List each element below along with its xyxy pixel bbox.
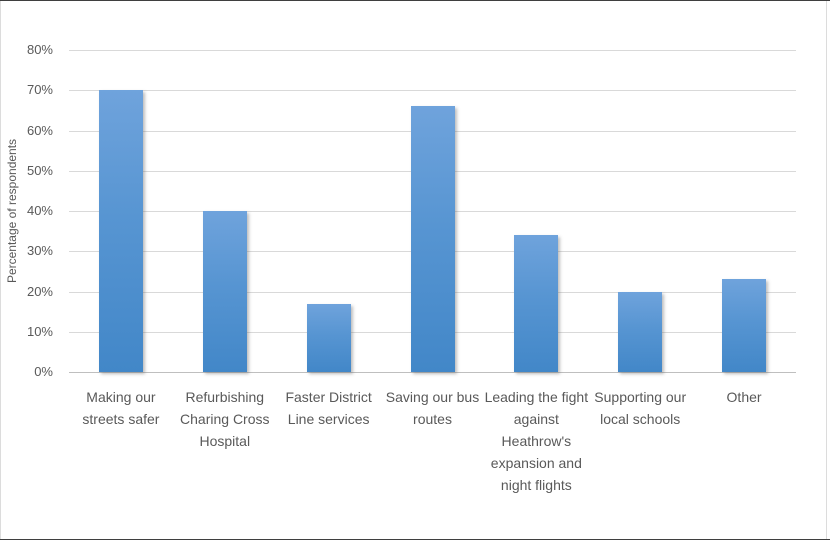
bar <box>514 235 559 372</box>
bar <box>98 90 143 372</box>
y-tick-label: 10% <box>26 323 53 339</box>
y-tick-label: 80% <box>26 42 53 57</box>
bar <box>722 279 767 372</box>
x-axis-line <box>69 372 796 373</box>
y-tick-label: 0% <box>34 364 53 379</box>
y-tick-label: 50% <box>26 162 53 178</box>
gridline <box>69 50 796 51</box>
y-tick-label: 30% <box>26 243 53 259</box>
bar <box>410 106 455 372</box>
plot-area <box>69 50 796 373</box>
gridline <box>69 90 796 92</box>
y-tick-label: 40% <box>26 203 53 218</box>
bar <box>618 291 663 372</box>
bar <box>306 303 351 372</box>
y-tick-label: 60% <box>26 122 53 138</box>
category-label: Leading the fight against Heathrow's exp… <box>484 389 589 493</box>
category-label: Making our streets safer <box>82 389 160 427</box>
category-label: Other <box>726 389 762 405</box>
y-tick-label: 70% <box>26 82 53 98</box>
category-label: Saving our bus routes <box>385 389 480 427</box>
category-label: Supporting our local schools <box>594 389 687 427</box>
category-label: Refurbishing Charing Cross Hospital <box>180 389 270 449</box>
category-label: Faster District Line services <box>285 389 372 427</box>
bar <box>202 211 247 372</box>
y-tick-label: 20% <box>26 283 53 299</box>
